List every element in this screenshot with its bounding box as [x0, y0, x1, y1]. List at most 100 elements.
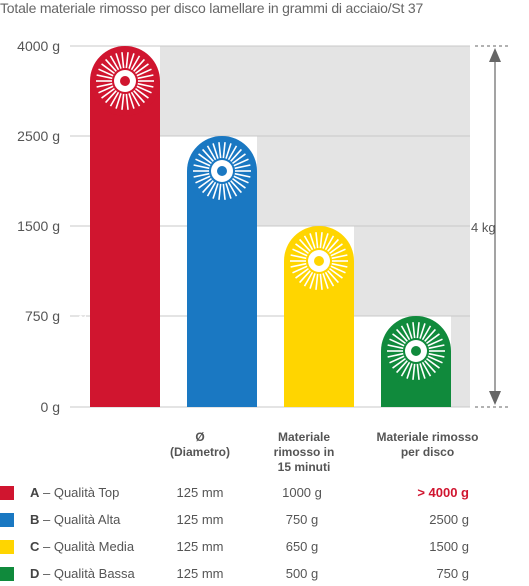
- bar: [90, 81, 160, 407]
- disc-lamella: [331, 254, 348, 260]
- disc-lamella: [331, 262, 348, 268]
- header-diameter: Ø (Diametro): [169, 430, 230, 459]
- bar: [187, 171, 257, 407]
- disc-lamella: [225, 143, 232, 159]
- y-tick-label: 4000 g: [17, 38, 60, 54]
- disc-lamella: [206, 181, 217, 197]
- disc-lamella: [227, 181, 238, 197]
- disc-lamella: [309, 273, 316, 289]
- disc-lamella: [295, 243, 309, 255]
- disc-lamella: [135, 87, 149, 99]
- disc-lamella: [101, 63, 115, 75]
- disc-lamella: [128, 53, 135, 69]
- disc-lamella: [130, 55, 141, 71]
- removed-15-value: 650 g: [285, 539, 319, 554]
- legend-row: B – Qualità Alta 125 mm 750 g 2500 g: [0, 510, 529, 532]
- disc-lamella: [101, 87, 115, 99]
- disc-lamella: [98, 68, 114, 77]
- disc-lamella: [327, 238, 339, 252]
- disc-center: [120, 76, 130, 86]
- disc-lamella: [137, 82, 154, 88]
- disc-lamella: [387, 344, 404, 350]
- disc-lamella: [396, 360, 408, 374]
- disc-lamella: [329, 267, 343, 279]
- disc-center: [411, 346, 421, 356]
- disc-lamella: [136, 68, 152, 77]
- disc-lamella: [290, 254, 307, 260]
- legend-label: B – Qualità Alta: [30, 512, 121, 527]
- disc-lamella: [193, 164, 210, 170]
- disc-lamella: [389, 338, 405, 347]
- disc-lamella: [319, 273, 323, 290]
- disc-lamella: [121, 93, 125, 110]
- removed-disc-value: > 4000 g: [417, 485, 469, 500]
- disc-lamella: [212, 143, 219, 159]
- disc-lamella: [426, 357, 440, 369]
- disc-lamella: [389, 355, 405, 364]
- legend-row: A – Qualità Top 125 mm 1000 g > 4000 g: [0, 483, 529, 505]
- bar-chart: 4000 g 2500 g 1500 g 750 g 0 g EISENBLÄTTER: [17, 38, 510, 415]
- disc-lamella: [232, 153, 246, 165]
- disc-lamella: [202, 180, 214, 194]
- legend-label: A – Qualità Top: [30, 485, 120, 500]
- disc-lamella: [392, 357, 406, 369]
- removed-15-value: 750 g: [285, 512, 319, 527]
- disc-lamella: [292, 265, 308, 274]
- disc-lamella: [392, 333, 406, 345]
- disc-lamella: [206, 145, 217, 161]
- disc-lamella: [135, 63, 149, 75]
- disc-lamella: [324, 235, 335, 251]
- disc-lamella: [428, 352, 445, 358]
- disc-lamella: [96, 82, 113, 88]
- disc-lamella: [424, 360, 436, 374]
- disc-lamella: [198, 177, 212, 189]
- disc-lamella: [198, 153, 212, 165]
- removed-disc-value: 750 g: [436, 566, 469, 581]
- disc-lamella: [290, 262, 307, 268]
- disc-lamella: [292, 248, 308, 257]
- disc-lamella: [222, 183, 226, 200]
- y-tick-label: 0 g: [41, 399, 60, 415]
- disc-lamella: [133, 90, 145, 104]
- disc-lamella: [396, 328, 408, 342]
- disc-lamella: [218, 183, 222, 200]
- chart-title: Totale materiale rimosso per disco lamel…: [0, 0, 424, 16]
- disc-lamella: [225, 183, 232, 199]
- disc-lamella: [109, 55, 120, 71]
- header-removed-15: Materiale rimosso in 15 minuti: [273, 430, 335, 474]
- disc-lamella: [419, 363, 426, 379]
- disc-lamella: [421, 325, 432, 341]
- disc-lamella: [125, 52, 129, 69]
- disc-lamella: [230, 148, 242, 162]
- disc-lamella: [136, 85, 152, 94]
- disc-lamella: [195, 175, 211, 184]
- legend-row: D – Qualità Bassa 125 mm 500 g 750 g: [0, 564, 529, 586]
- disc-lamella: [406, 363, 413, 379]
- diameter-value: 125 mm: [176, 485, 224, 500]
- legend-swatch: [0, 540, 14, 554]
- disc-lamella: [315, 232, 319, 249]
- disc-lamella: [98, 85, 114, 94]
- disc-lamella: [319, 232, 323, 249]
- disc-lamella: [232, 177, 246, 189]
- removed-disc-value: 2500 g: [429, 512, 469, 527]
- disc-lamella: [428, 344, 445, 350]
- disc-lamella: [130, 91, 141, 107]
- disc-lamella: [400, 325, 411, 341]
- disc-lamella: [109, 91, 120, 107]
- disc-lamella: [115, 93, 122, 109]
- disc-lamella: [299, 238, 311, 252]
- disc-lamella: [105, 90, 117, 104]
- diameter-value: 125 mm: [176, 566, 224, 581]
- removed-disc-value: 1500 g: [429, 539, 469, 554]
- disc-center: [314, 256, 324, 266]
- step-band: [354, 226, 470, 316]
- disc-lamella: [202, 148, 214, 162]
- disc-lamella: [309, 233, 316, 249]
- disc-lamella: [233, 158, 249, 167]
- disc-lamella: [406, 323, 413, 339]
- disc-lamella: [218, 142, 222, 159]
- disc-lamella: [230, 180, 242, 194]
- disc-center: [217, 166, 227, 176]
- legend-swatch: [0, 486, 14, 500]
